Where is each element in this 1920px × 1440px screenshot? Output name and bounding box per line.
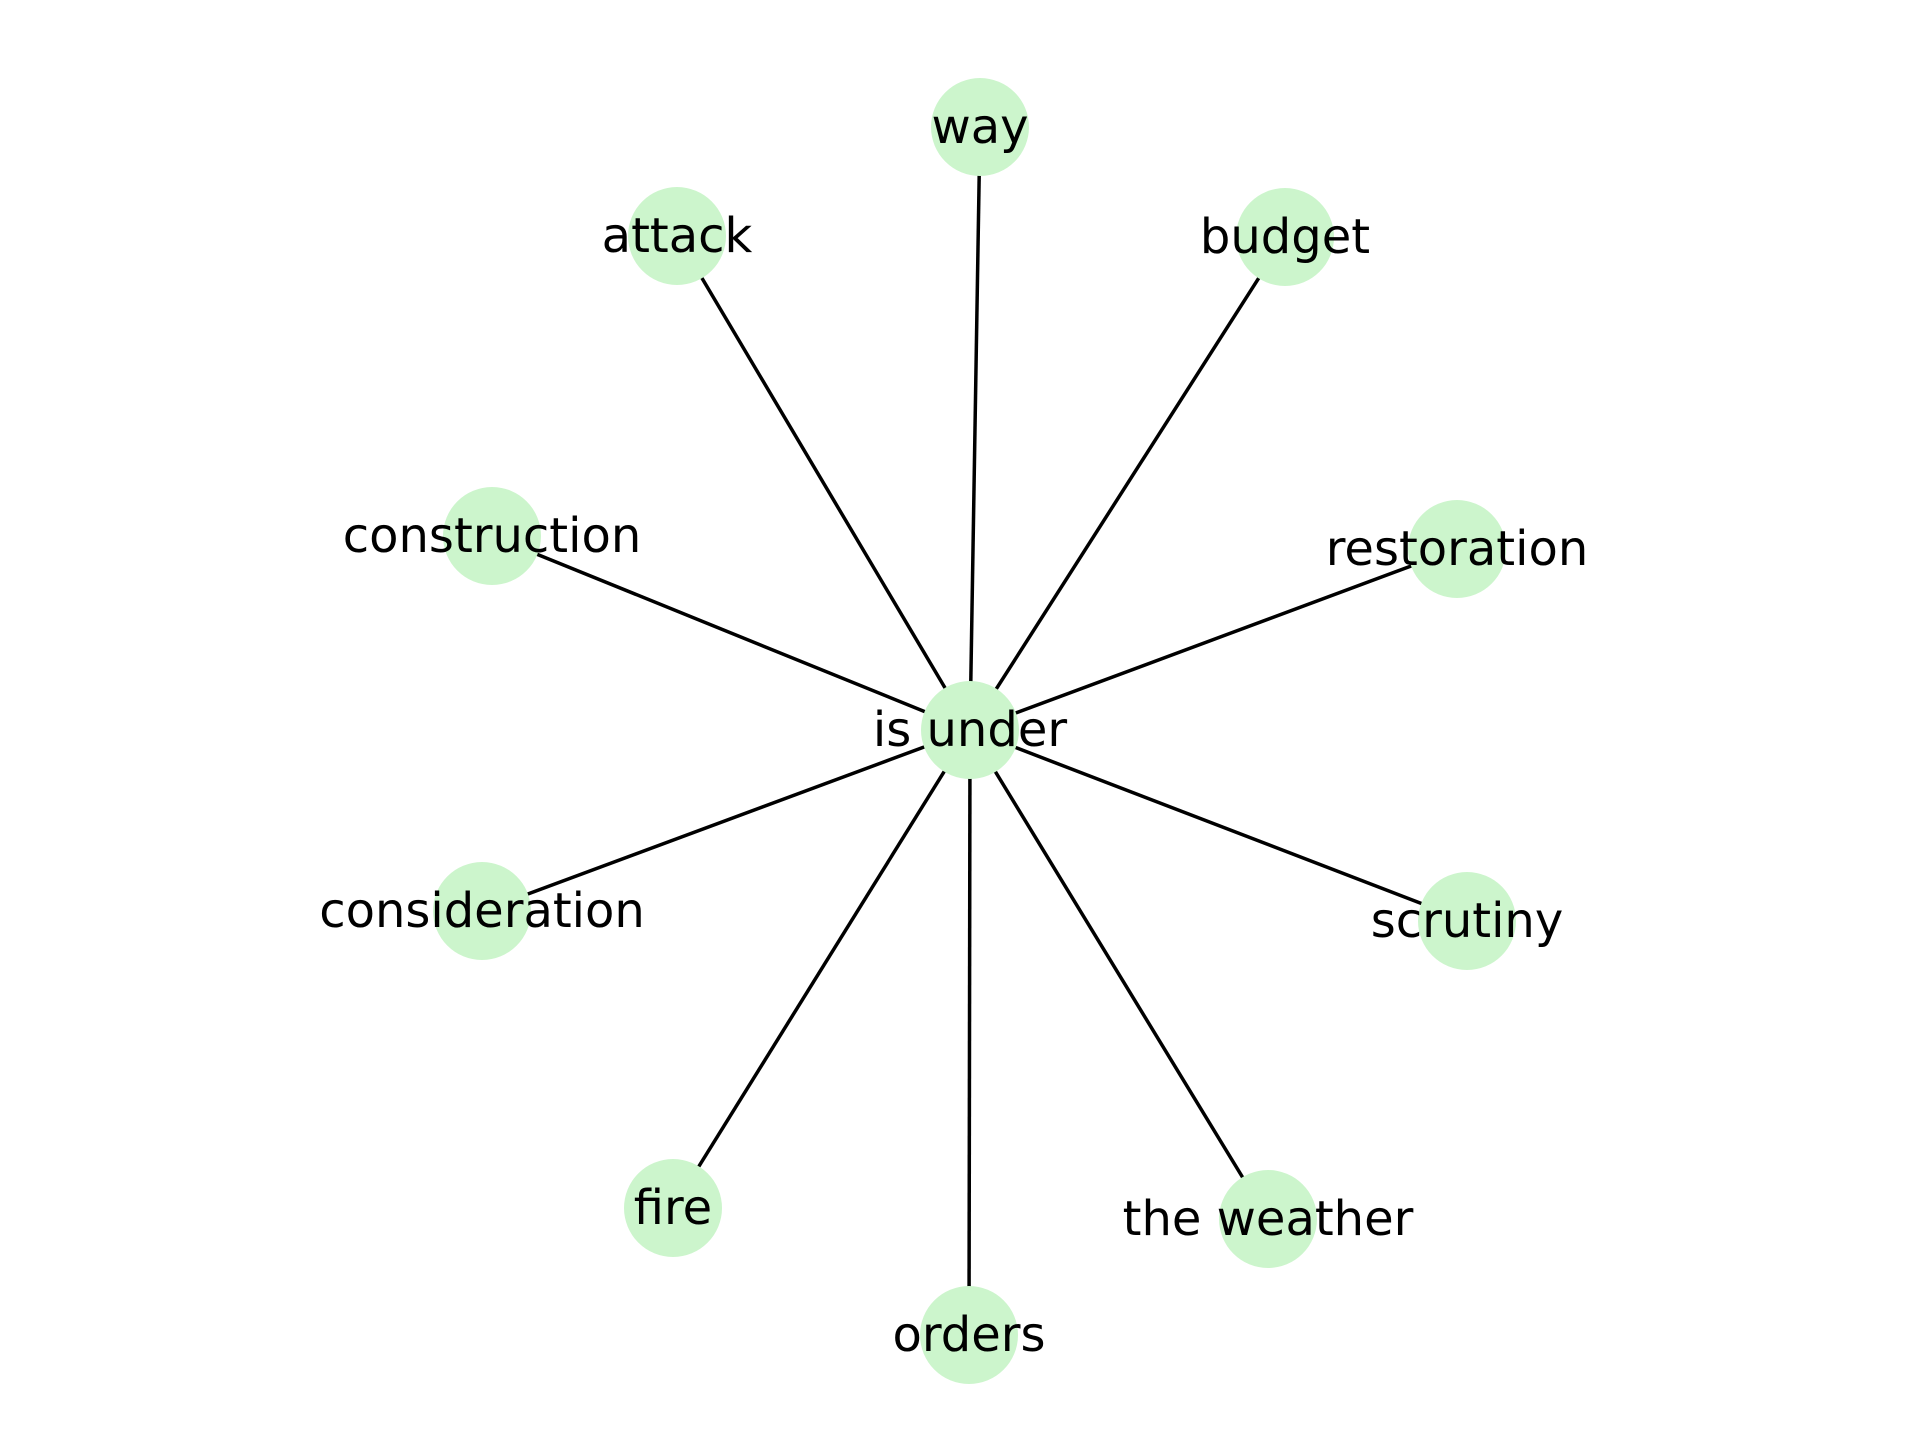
edge-center-restoration <box>969 547 1458 732</box>
node-the-weather: the weather <box>1123 1170 1414 1268</box>
node-circle-fire <box>624 1159 722 1257</box>
node-circle-budget <box>1236 188 1334 286</box>
node-consideration: consideration <box>319 862 645 960</box>
node-attack: attack <box>602 187 753 285</box>
edge-center-construction <box>491 534 971 732</box>
edge-center-consideration <box>481 728 971 913</box>
edge-center-budget <box>968 236 1287 731</box>
node-label-construction: construction <box>343 508 642 564</box>
node-circle-the-weather <box>1219 1170 1317 1268</box>
node-orders: orders <box>893 1286 1046 1384</box>
node-circle-orders <box>920 1286 1018 1384</box>
edge-center-scrutiny <box>969 728 1468 923</box>
node-circle-attack <box>628 187 726 285</box>
edge-center-orders <box>967 729 972 1336</box>
node-fire: fire <box>624 1159 722 1257</box>
node-construction: construction <box>343 487 642 585</box>
node-restoration: restoration <box>1326 500 1589 598</box>
node-circle-consideration <box>433 862 531 960</box>
edges-layer <box>481 126 1468 1336</box>
node-circle-center <box>921 681 1019 779</box>
node-circle-scrutiny <box>1418 872 1516 970</box>
node-circle-restoration <box>1408 500 1506 598</box>
edge-center-the-weather <box>968 729 1270 1220</box>
node-label-center: is under <box>873 702 1067 758</box>
node-label-consideration: consideration <box>319 883 645 939</box>
node-circle-way <box>931 78 1029 176</box>
node-center: is under <box>873 681 1067 779</box>
node-label-restoration: restoration <box>1326 521 1589 577</box>
node-label-way: way <box>931 99 1028 155</box>
edge-center-fire <box>671 729 972 1209</box>
node-label-budget: budget <box>1200 209 1370 265</box>
node-label-scrutiny: scrutiny <box>1371 893 1564 949</box>
node-circle-construction <box>443 487 541 585</box>
node-label-attack: attack <box>602 208 753 264</box>
node-budget: budget <box>1200 188 1370 286</box>
node-scrutiny: scrutiny <box>1371 872 1564 970</box>
edge-center-attack <box>675 235 972 731</box>
node-label-fire: fire <box>634 1180 712 1236</box>
edge-center-way <box>968 126 982 731</box>
nodes-layer: is under way attack budget construction resto… <box>319 78 1588 1384</box>
node-label-orders: orders <box>893 1307 1046 1363</box>
node-label-the-weather: the weather <box>1123 1191 1414 1247</box>
node-way: way <box>931 78 1029 176</box>
